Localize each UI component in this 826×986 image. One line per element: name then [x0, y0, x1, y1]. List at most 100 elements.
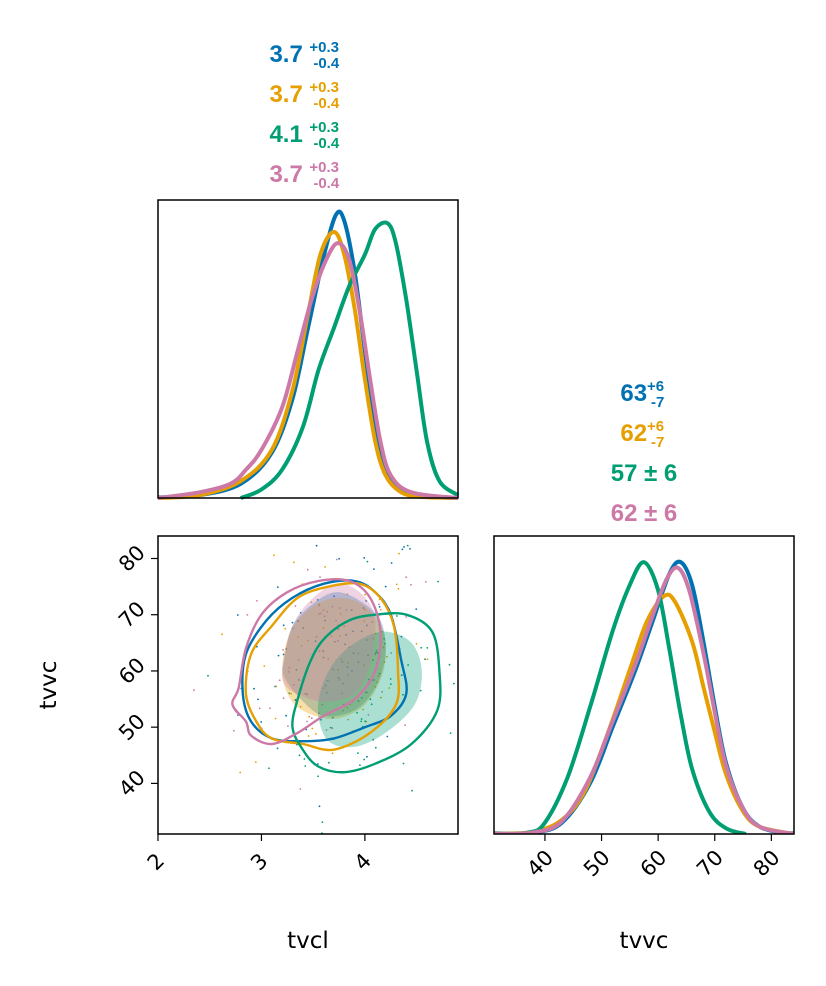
scatter-point: [207, 674, 209, 677]
summary-plus: +6: [647, 418, 664, 435]
scatter-point: [357, 752, 359, 754]
y-axis-label-tvvc: tvvc: [36, 661, 62, 710]
scatter-point: [288, 666, 291, 669]
scatter-point: [333, 640, 336, 643]
scatter-point: [379, 608, 382, 611]
scatter-point: [360, 718, 363, 720]
scatter-point: [402, 762, 405, 765]
scatter-point: [193, 689, 195, 692]
scatter-point: [233, 729, 235, 732]
scatter-point: [397, 587, 400, 590]
scatter-point: [322, 626, 325, 629]
summary-median: 3.7: [269, 81, 302, 108]
scatter-point: [317, 763, 319, 765]
scatter-point: [300, 644, 303, 647]
scatter-point: [368, 678, 370, 681]
scatter-point: [366, 624, 368, 627]
scatter-point: [375, 652, 377, 654]
scatter-point: [419, 689, 422, 692]
scatter-point: [426, 647, 429, 649]
scatter-point: [263, 665, 266, 667]
scatter-point: [299, 788, 302, 790]
scatter-point: [364, 593, 366, 596]
scatter-point: [343, 625, 346, 627]
scatter-point: [386, 655, 388, 658]
scatter-point: [346, 593, 349, 596]
tvvc-marginal-tick-label: 60: [636, 845, 672, 881]
joint-outline-contours: [231, 578, 442, 774]
scatter-point: [360, 630, 363, 633]
scatter-point: [383, 661, 386, 663]
scatter-point: [330, 635, 333, 638]
scatter-point: [319, 576, 321, 578]
scatter-point: [384, 642, 386, 645]
scatter-point: [339, 635, 341, 637]
scatter-point: [328, 761, 330, 764]
scatter-point: [297, 620, 299, 622]
tvvc-tick-label: 40: [114, 765, 150, 801]
tvcl-axis-ticks: 2 3 4: [143, 834, 376, 875]
scatter-point: [282, 697, 285, 700]
scatter-point: [303, 758, 306, 760]
tvcl-density-curve-4: [157, 241, 459, 500]
scatter-point: [409, 548, 411, 550]
scatter-point: [359, 764, 361, 766]
scatter-point: [357, 700, 360, 702]
tvvc-marginal-tick-label: 70: [692, 845, 728, 881]
scatter-point: [335, 619, 337, 622]
scatter-point: [345, 609, 348, 611]
scatter-point: [415, 642, 418, 645]
tvvc-marginal-axis-ticks: 40 50 60 70 80: [522, 834, 785, 881]
scatter-point: [386, 735, 389, 738]
tvcl-tick-label: 4: [350, 849, 376, 875]
scatter-point: [404, 724, 406, 726]
scatter-point: [449, 732, 452, 734]
scatter-point: [423, 530, 425, 532]
scatter-point: [337, 628, 340, 630]
scatter-point: [287, 671, 290, 673]
scatter-point: [253, 687, 255, 690]
scatter-point: [347, 718, 350, 721]
joint-filled-contours: [281, 583, 422, 748]
tvcl-tick-label: 2: [143, 849, 169, 875]
scatter-point: [407, 664, 409, 666]
scatter-point: [322, 656, 325, 659]
tvvc-tick-label: 80: [114, 541, 150, 577]
summary-minus: -0.4: [313, 135, 340, 152]
joint-outline-contour-2: [244, 581, 401, 752]
tvcl-tick-label: 3: [246, 849, 272, 875]
scatter-point: [288, 692, 291, 695]
summary-stat: 57 ± 6: [611, 460, 678, 487]
scatter-point: [377, 675, 380, 677]
scatter-point: [341, 661, 344, 663]
scatter-point: [374, 686, 377, 688]
scatter-point: [381, 691, 383, 693]
scatter-point: [403, 546, 405, 548]
scatter-point: [294, 698, 297, 701]
scatter-point: [332, 668, 334, 670]
scatter-point: [356, 711, 358, 714]
scatter-point: [254, 761, 257, 763]
tvvc-marginal-frame: [493, 535, 795, 835]
scatter-point: [306, 568, 309, 571]
scatter-point: [372, 637, 375, 640]
scatter-point: [370, 703, 373, 706]
scatter-point: [401, 548, 404, 551]
scatter-point: [400, 674, 403, 676]
scatter-point: [374, 632, 377, 635]
scatter-point: [325, 729, 328, 731]
scatter-point: [297, 659, 300, 661]
scatter-point: [410, 583, 412, 586]
scatter-point: [365, 600, 367, 602]
summary-plus: +0.3: [309, 39, 339, 56]
scatter-point: [335, 558, 338, 561]
scatter-point: [277, 654, 280, 657]
scatter-point: [324, 684, 327, 687]
scatter-point: [321, 703, 324, 706]
x-axis-label-tvcl: tvcl: [287, 928, 329, 954]
scatter-point: [406, 544, 409, 547]
joint-outline-contour-3: [291, 612, 442, 774]
scatter-point: [285, 648, 288, 650]
scatter-point: [314, 640, 317, 642]
